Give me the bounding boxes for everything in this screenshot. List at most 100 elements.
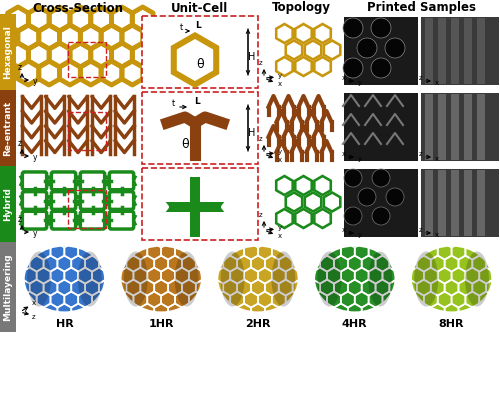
Text: θ: θ: [181, 139, 189, 151]
Ellipse shape: [78, 252, 102, 307]
Circle shape: [371, 18, 391, 38]
Circle shape: [344, 169, 362, 187]
Circle shape: [386, 188, 404, 206]
Bar: [421, 17, 499, 85]
Text: z: z: [18, 62, 22, 72]
Text: y: y: [278, 225, 282, 231]
Text: t: t: [172, 98, 174, 107]
Polygon shape: [294, 175, 313, 196]
Text: Hexagonal: Hexagonal: [4, 25, 13, 79]
Polygon shape: [294, 55, 313, 77]
Text: 8HR: 8HR: [439, 319, 464, 329]
Ellipse shape: [272, 252, 295, 307]
Polygon shape: [275, 23, 294, 45]
Text: 4HR: 4HR: [342, 319, 367, 329]
Text: y: y: [33, 77, 37, 87]
Polygon shape: [296, 177, 310, 194]
Bar: [451, 170, 459, 236]
Bar: [464, 170, 472, 236]
Circle shape: [358, 188, 376, 206]
Ellipse shape: [174, 252, 199, 307]
Text: x: x: [435, 80, 439, 86]
Ellipse shape: [122, 247, 201, 311]
Bar: [477, 18, 485, 84]
Text: 2HR: 2HR: [245, 319, 271, 329]
Polygon shape: [313, 23, 332, 45]
Bar: [16, 14, 140, 90]
Text: z: z: [259, 212, 263, 218]
Text: x: x: [342, 151, 346, 157]
Circle shape: [357, 38, 377, 58]
Text: z: z: [18, 139, 22, 147]
Bar: [344, 17, 418, 85]
Bar: [425, 170, 433, 236]
Bar: [0, 90, 16, 166]
Ellipse shape: [414, 252, 438, 307]
Polygon shape: [278, 177, 291, 194]
Ellipse shape: [124, 252, 148, 307]
Polygon shape: [296, 58, 310, 75]
Bar: [68, 42, 106, 77]
Bar: [344, 93, 418, 161]
Polygon shape: [313, 175, 332, 196]
Text: Topology: Topology: [272, 2, 331, 15]
Text: z: z: [259, 136, 263, 142]
Polygon shape: [296, 211, 310, 226]
Text: Printed Samples: Printed Samples: [367, 2, 476, 15]
Polygon shape: [294, 207, 313, 230]
Bar: [477, 170, 485, 236]
Bar: [0, 14, 16, 90]
Bar: [451, 18, 459, 84]
Polygon shape: [316, 26, 330, 41]
Polygon shape: [325, 42, 339, 58]
Text: Multilayering: Multilayering: [4, 253, 13, 321]
Text: z: z: [419, 151, 423, 157]
Polygon shape: [313, 207, 332, 230]
Text: H: H: [248, 52, 256, 62]
Bar: [344, 169, 418, 237]
Text: H: H: [248, 128, 256, 138]
Polygon shape: [316, 211, 330, 226]
Polygon shape: [322, 191, 342, 213]
Circle shape: [343, 18, 363, 38]
Bar: [260, 14, 343, 90]
Bar: [142, 16, 258, 88]
Text: z: z: [18, 215, 22, 224]
Ellipse shape: [220, 252, 244, 307]
Polygon shape: [278, 26, 291, 41]
Polygon shape: [278, 211, 291, 226]
Polygon shape: [313, 55, 332, 77]
Bar: [464, 18, 472, 84]
Polygon shape: [275, 175, 294, 196]
Circle shape: [344, 207, 362, 225]
Bar: [142, 168, 258, 240]
Bar: [0, 166, 16, 242]
Polygon shape: [294, 23, 313, 45]
Text: x: x: [278, 233, 282, 239]
Ellipse shape: [412, 247, 492, 311]
Bar: [438, 18, 446, 84]
Bar: [16, 242, 500, 332]
Circle shape: [372, 207, 390, 225]
Polygon shape: [284, 191, 304, 213]
Polygon shape: [177, 39, 213, 81]
Text: y: y: [278, 149, 282, 155]
Polygon shape: [275, 207, 294, 230]
Text: HR: HR: [56, 319, 74, 329]
Bar: [142, 92, 258, 164]
Text: y: y: [358, 156, 362, 162]
Text: y: y: [33, 153, 37, 162]
Bar: [16, 166, 140, 242]
Polygon shape: [306, 42, 320, 58]
Text: t: t: [180, 23, 182, 32]
Polygon shape: [171, 32, 219, 88]
Text: x: x: [32, 300, 36, 306]
Text: y: y: [278, 73, 282, 79]
Polygon shape: [304, 39, 322, 61]
Bar: [464, 94, 472, 160]
Text: x: x: [278, 157, 282, 163]
Text: x: x: [435, 156, 439, 162]
Circle shape: [371, 58, 391, 78]
Bar: [438, 170, 446, 236]
Polygon shape: [325, 194, 339, 210]
